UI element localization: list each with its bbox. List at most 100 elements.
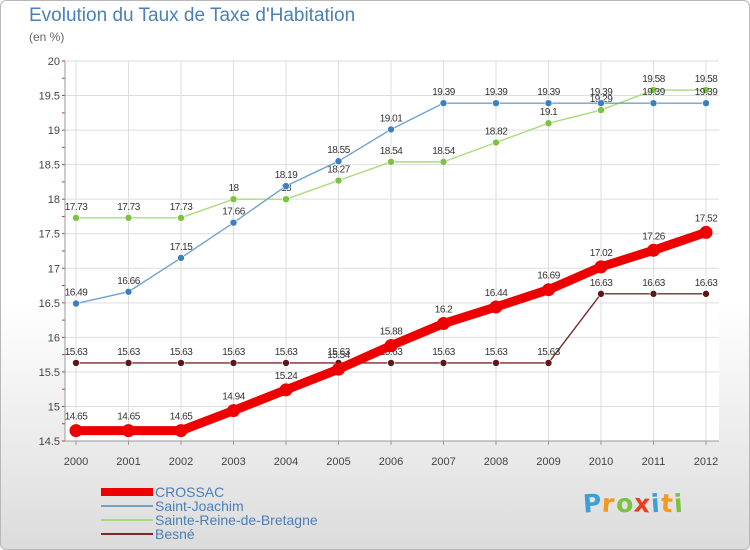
data-label: 15.63 [537,347,560,358]
data-point [332,362,345,376]
data-label: 19.01 [380,113,403,124]
data-point [387,359,395,367]
data-point [544,119,553,127]
chart-legend: CROSSAC Saint-Joachim Sainte-Reine-de-Bret… [101,484,318,542]
data-point [702,99,710,107]
data-point [174,424,188,438]
data-label: 15.63 [485,347,508,358]
chart-title: Evolution du Taux de Taxe d'Habitation [29,5,356,26]
data-point [124,214,133,222]
x-tick-label: 2004 [274,456,298,468]
data-point [544,99,553,107]
data-label: 15.63 [432,347,455,358]
data-point [387,125,395,134]
data-label: 14.65 [170,412,193,423]
data-label: 17.26 [642,231,665,242]
data-point [177,214,185,222]
data-point [699,225,713,239]
y-tick-label: 19.5 [39,91,60,103]
data-point [72,359,80,367]
data-point [229,218,238,227]
data-point [439,359,448,367]
data-label: 17.66 [222,207,245,218]
chart-subtitle: (en %) [29,30,65,44]
data-label: 18.19 [275,170,298,181]
legend-swatch [101,519,153,521]
series-crossac: 14.65 14.65 14.6514.9415.2415.5415.8816.21… [65,213,719,438]
data-label: 19.58 [642,74,665,85]
data-label: 17.73 [117,202,140,213]
data-point [492,359,500,367]
logo-letter: i [672,488,685,519]
data-label: 19.39 [485,87,508,98]
data-point [282,182,290,190]
data-point [72,299,80,308]
data-point [597,106,605,114]
logo-letter: x [632,488,652,519]
data-point [177,254,185,262]
data-point [597,290,605,298]
data-label: 14.65 [117,412,140,423]
data-point [334,176,343,185]
data-point [439,99,448,107]
data-point [124,287,133,296]
data-point [647,243,660,257]
x-tick-label: 2009 [536,456,560,468]
data-label: 15.63 [327,347,350,358]
data-point [492,138,500,147]
data-label: 18.54 [432,146,455,157]
data-label: 16.66 [117,276,140,287]
legend-item-besne: Besné [101,526,318,542]
data-point [597,99,605,107]
logo-letter: P [582,488,604,519]
data-point [649,290,658,298]
legend-label: Sainte-Reine-de-Bretagne [155,512,318,528]
legend-item-saint-joachim: Saint-Joachim [101,498,318,514]
y-tick-label: 17.5 [39,229,60,241]
x-tick-label: 2010 [589,456,613,468]
data-label: 16.2 [435,305,453,316]
y-tick-label: 14.5 [39,436,60,448]
plot-area [65,61,719,441]
data-point [492,99,500,107]
legend-label: Besné [155,526,195,542]
data-point [544,359,553,367]
data-point [594,260,608,274]
data-label: 15.63 [65,347,88,358]
data-label: 17.73 [65,202,88,213]
data-point [489,300,503,314]
data-label: 14.94 [222,392,245,403]
data-label: 16.44 [485,288,508,299]
x-tick-label: 2001 [116,456,140,468]
data-label: 17.73 [170,202,193,213]
y-tick-label: 16 [48,332,60,344]
legend-swatch [101,505,153,507]
series-besne: 15.63 15.63 15.63 15.63 15.63 15.63 15.63 15.63… [65,278,719,367]
x-tick-label: 2012 [694,456,718,468]
data-point [542,283,555,297]
x-tick-label: 2005 [326,456,350,468]
x-tick-label: 2002 [169,456,193,468]
data-label: 18.82 [485,127,508,138]
data-point [122,424,135,438]
data-point [334,157,343,165]
x-tick-label: 2011 [642,456,666,468]
data-label: 15.24 [275,371,298,382]
data-label: 15.88 [380,327,403,338]
data-point [649,99,658,107]
x-tick-label: 2008 [484,456,508,468]
y-tick-label: 15.5 [39,367,60,379]
data-label: 19.39 [642,87,665,98]
y-tick-label: 15 [48,401,60,413]
series-saint-joachim: 16.49 16.66 17.15 17.66 18.19 18.55 19.01 19.39… [65,87,719,308]
data-point [279,383,293,397]
data-point [282,195,290,203]
data-label: 19.39 [432,87,455,98]
data-label: 15.54 [327,350,350,361]
y-tick-label: 18.5 [39,160,60,172]
data-label: 18.54 [380,146,403,157]
data-point [124,359,133,367]
x-tick-label: 2006 [379,456,403,468]
